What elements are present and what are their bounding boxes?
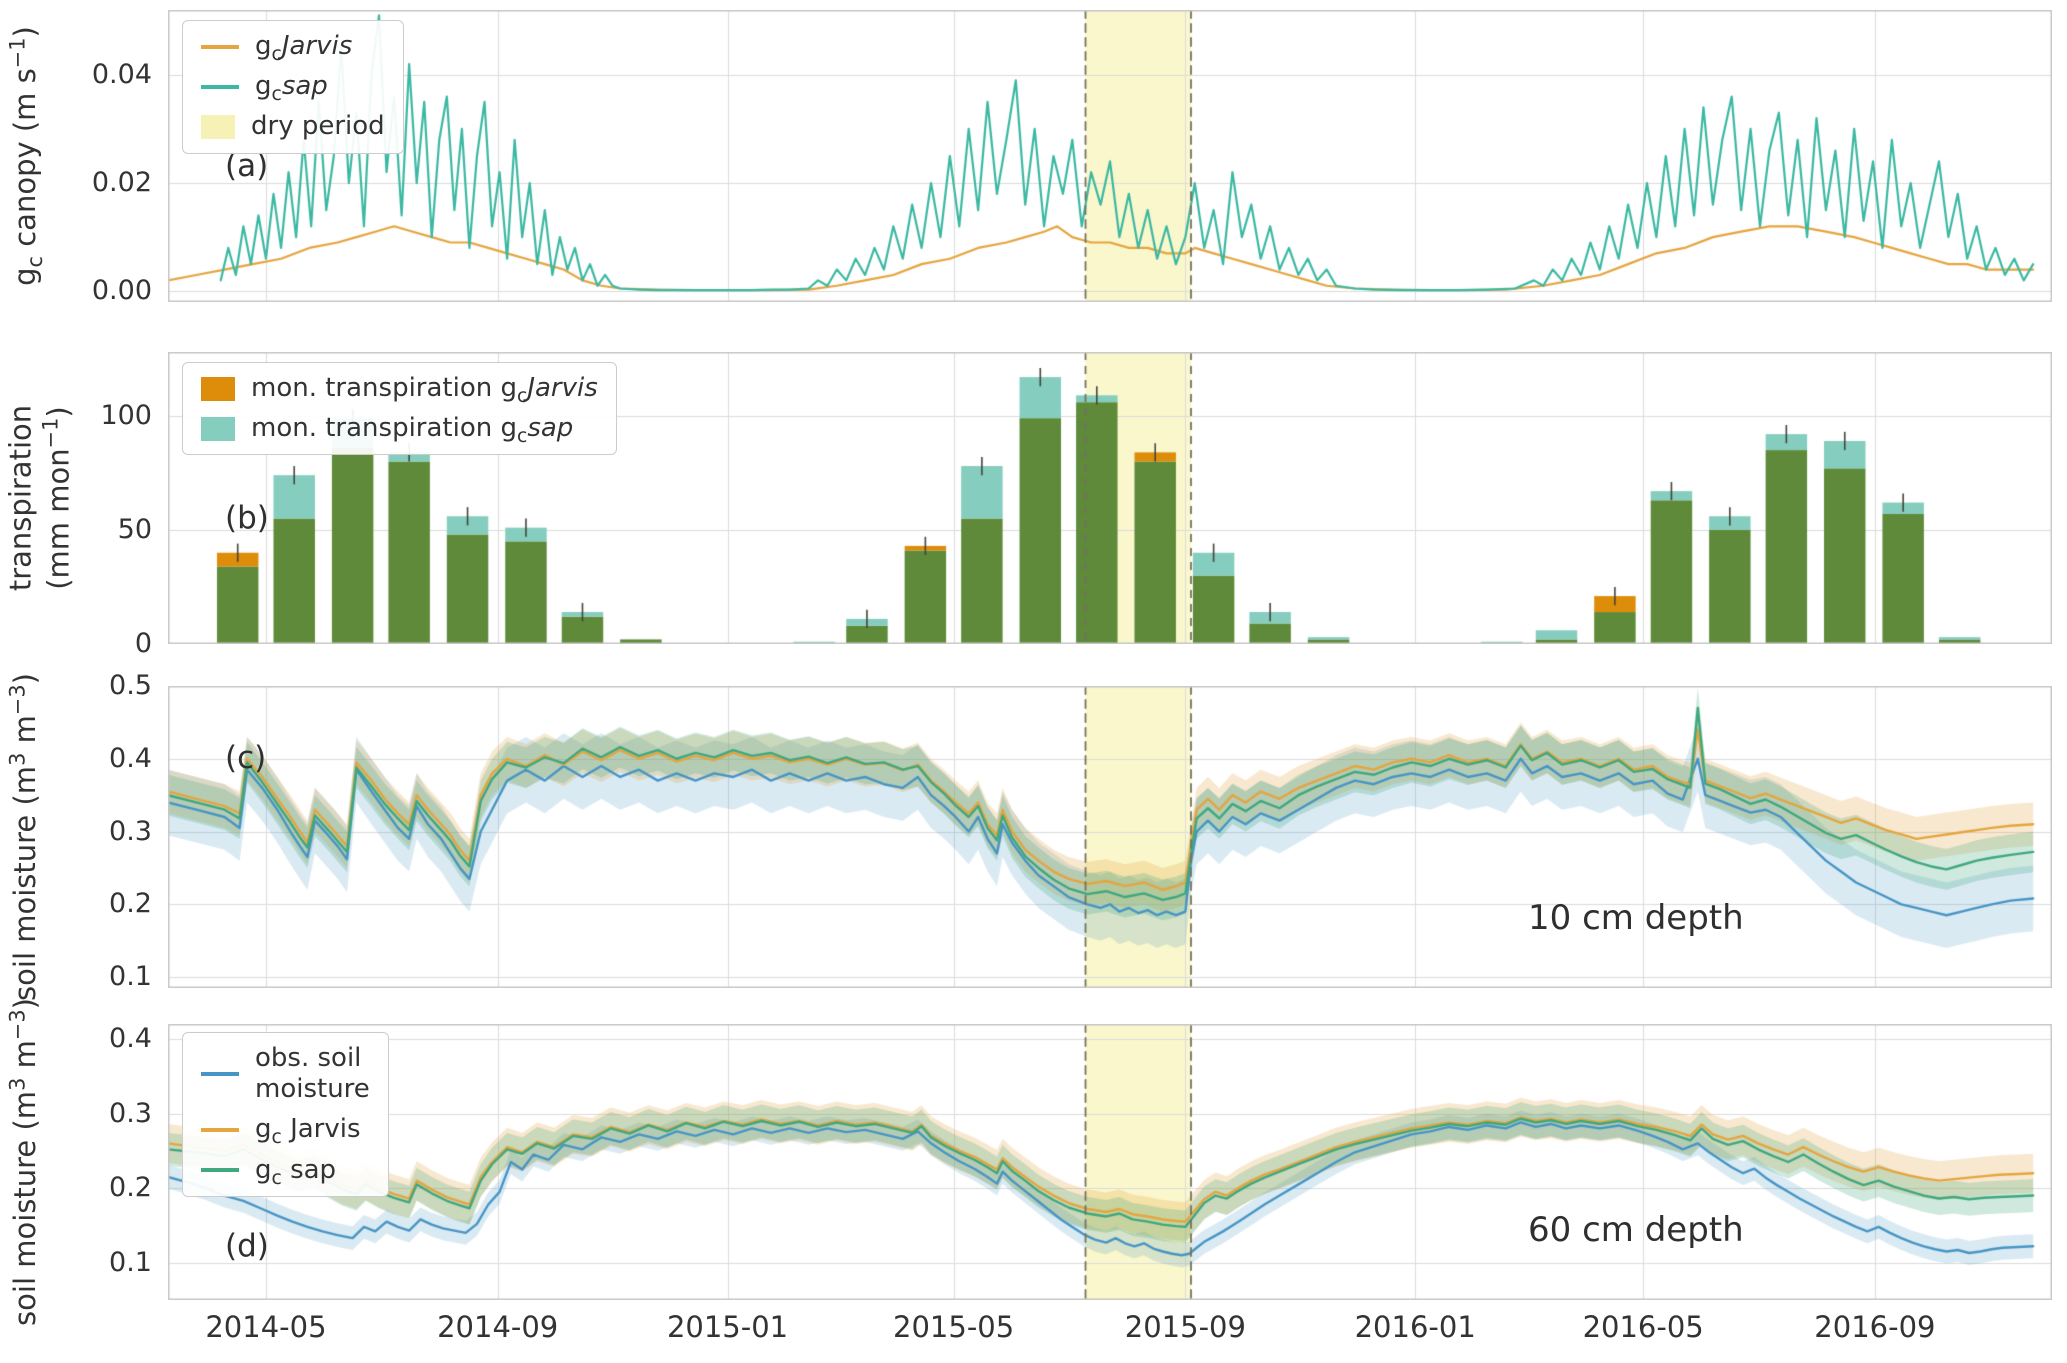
legend-label: gc Jarvis bbox=[255, 1114, 361, 1149]
legend-item: mon. transpiration gcsap bbox=[201, 413, 598, 448]
panel-b-letter: (b) bbox=[225, 500, 269, 536]
y-tick-label: 0.1 bbox=[109, 1246, 152, 1278]
panel-b-ytitle: transpiration (mm mon−1) bbox=[3, 404, 75, 592]
line-swatch bbox=[201, 1168, 239, 1173]
legend-item: gc sap bbox=[201, 1154, 370, 1189]
y-tick-label: 0.4 bbox=[109, 742, 152, 774]
y-tick-label: 0.04 bbox=[91, 58, 152, 90]
legend-item: gc Jarvis bbox=[201, 1114, 370, 1149]
patch-swatch bbox=[201, 376, 235, 401]
panel-c-canvas bbox=[168, 686, 2052, 988]
panel-a-legend: gcJarvis gcsap dry period bbox=[182, 20, 404, 154]
y-tick-label: 0.3 bbox=[109, 815, 152, 847]
y-tick-label: 50 bbox=[117, 513, 152, 545]
line-swatch bbox=[201, 1127, 239, 1132]
panel-b-legend: mon. transpiration gcJarvis mon. transpir… bbox=[182, 362, 617, 456]
patch-swatch bbox=[201, 416, 235, 441]
legend-label: mon. transpiration gcJarvis bbox=[251, 373, 598, 408]
panel-a-letter: (a) bbox=[225, 148, 269, 184]
y-tick-label: 0.3 bbox=[109, 1097, 152, 1129]
y-tick-label: 0.2 bbox=[109, 1172, 152, 1204]
x-tick-label: 2015-01 bbox=[666, 1310, 789, 1344]
legend-label: gc sap bbox=[255, 1154, 337, 1189]
y-tick-label: 100 bbox=[100, 399, 152, 431]
legend-item: obs. soil moisture bbox=[201, 1043, 370, 1105]
y-tick-label: 0.5 bbox=[109, 670, 152, 701]
x-tick-label: 2015-09 bbox=[1124, 1310, 1246, 1344]
y-tick-label: 0.4 bbox=[109, 1022, 152, 1054]
x-tick-label: 2016-09 bbox=[1814, 1310, 1936, 1344]
x-tick-label: 2014-05 bbox=[205, 1310, 327, 1344]
legend-label: dry period bbox=[251, 111, 385, 142]
line-swatch bbox=[201, 84, 239, 89]
y-tick-label: 0 bbox=[134, 628, 152, 659]
panel-c-letter: (c) bbox=[225, 740, 267, 776]
x-tick-label: 2015-05 bbox=[893, 1310, 1015, 1344]
legend-item: mon. transpiration gcJarvis bbox=[201, 373, 598, 408]
x-tick-label: 2016-01 bbox=[1354, 1310, 1476, 1344]
legend-label: obs. soil moisture bbox=[255, 1043, 370, 1105]
line-swatch bbox=[201, 44, 239, 49]
patch-swatch bbox=[201, 114, 235, 139]
legend-item: gcsap bbox=[201, 71, 385, 106]
panel-d-legend: obs. soil moisture gc Jarvis gc sap bbox=[182, 1032, 389, 1197]
y-tick-label: 0.1 bbox=[109, 961, 152, 993]
panel-d-letter: (d) bbox=[225, 1228, 269, 1264]
legend-label: gcJarvis bbox=[255, 31, 353, 66]
x-tick-label: 2014-09 bbox=[437, 1310, 559, 1344]
y-tick-label: 0.2 bbox=[109, 888, 152, 920]
panel-d-canvas bbox=[168, 1024, 2052, 1300]
panel-c-depth-annotation: 10 cm depth bbox=[1528, 898, 1744, 938]
legend-label: gcsap bbox=[255, 71, 328, 106]
y-tick-label: 0.00 bbox=[91, 275, 152, 307]
line-swatch bbox=[201, 1072, 239, 1077]
legend-item: gcJarvis bbox=[201, 31, 385, 66]
panel-a-canvas bbox=[168, 10, 2052, 302]
legend-item: dry period bbox=[201, 111, 385, 142]
x-tick-label: 2016-05 bbox=[1582, 1310, 1704, 1344]
legend-label: mon. transpiration gcsap bbox=[251, 413, 574, 448]
panel-d-depth-annotation: 60 cm depth bbox=[1528, 1210, 1744, 1250]
y-tick-label: 0.02 bbox=[91, 167, 152, 199]
